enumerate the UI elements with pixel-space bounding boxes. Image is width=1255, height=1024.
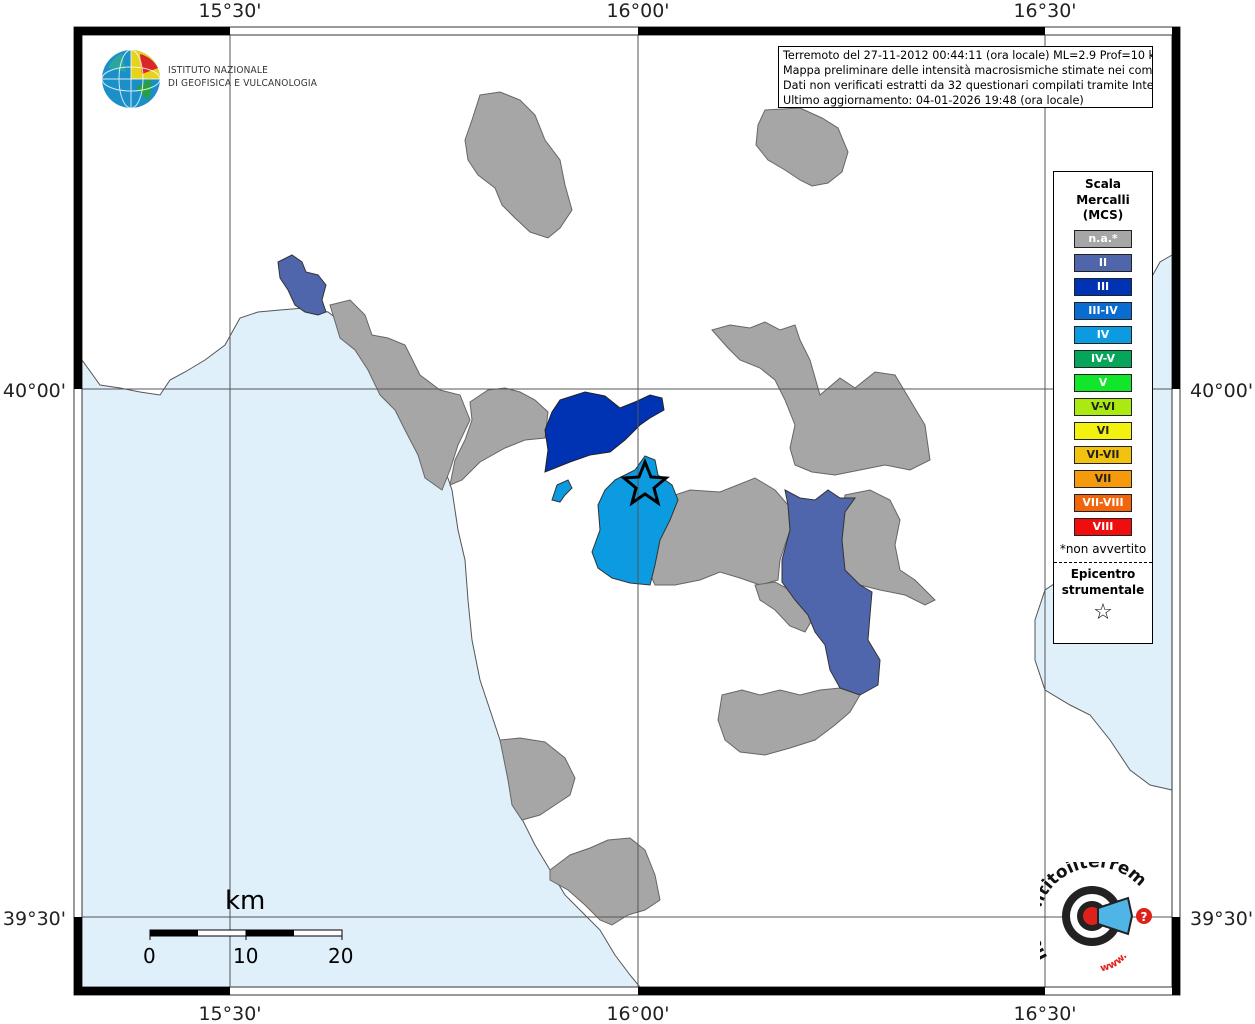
commune-na-coast-1 <box>329 299 471 491</box>
legend-item-iii: III <box>1074 277 1132 296</box>
ingv-logo-text: ISTITUTO NAZIONALE DI GEOFISICA E VULCAN… <box>168 64 317 90</box>
lat-label-right-2: 39°30' <box>1190 908 1253 930</box>
lon-label-bottom-1: 15°30' <box>198 1003 261 1024</box>
lat-label-left-2: 39°30' <box>3 908 66 930</box>
scale-bar-seg-3 <box>246 930 294 936</box>
commune-na-south <box>549 837 661 926</box>
lon-label-top-1: 15°30' <box>198 0 261 22</box>
commune-II-east <box>781 489 881 696</box>
watermark-site-textpath: haisentitoilterremoto.it <box>1040 862 1150 964</box>
legend-item-vii-viii: VII-VIII <box>1074 493 1132 512</box>
legend-title: Scala Mercalli (MCS) <box>1054 177 1152 224</box>
frame-tick-right-1 <box>1172 27 1180 389</box>
legend-item-vi-vii: VI-VII <box>1074 445 1132 464</box>
legend-item-n-a: n.a.* <box>1074 229 1132 248</box>
legend-separator <box>1054 561 1152 563</box>
frame-tick-right-2 <box>1172 917 1180 995</box>
watermark-question-mark: ? <box>1141 910 1148 924</box>
frame-tick-left-2 <box>74 917 82 995</box>
legend-title-line2: Mercalli <box>1076 192 1130 207</box>
lon-label-bottom-2: 16°00' <box>606 1003 669 1024</box>
commune-IV-main <box>591 455 679 586</box>
commune-II-northwest <box>277 254 327 316</box>
legend-epicenter-label: Epicentro strumentale <box>1054 566 1152 598</box>
commune-na-east-1 <box>711 321 931 476</box>
legend-item-vi: VI <box>1074 421 1132 440</box>
watermark-text-layer: haisentitoilterremoto.it www. <box>1040 862 1150 975</box>
frame-tick-bottom-2 <box>638 987 1045 995</box>
event-info-line4: Ultimo aggiornamento: 04-01-2026 19:48 (… <box>783 94 1084 107</box>
frame-tick-bottom-1 <box>74 987 230 995</box>
graticule <box>82 35 1172 987</box>
legend-title-line1: Scala <box>1084 177 1122 191</box>
legend-title-line3: (MCS) <box>1082 208 1124 222</box>
watermark-megaphone <box>1097 896 1134 936</box>
legend-epicenter-line1: Epicentro <box>1070 566 1136 581</box>
legend-item-vii: VII <box>1074 469 1132 488</box>
frame-ticks <box>74 27 1180 995</box>
map-frame-outer <box>73 26 1181 996</box>
scale-bar-label-20: 20 <box>328 944 354 968</box>
commune-intensity-III <box>544 391 665 473</box>
legend-item-iv-v: IV-V <box>1074 349 1132 368</box>
communes-intensity-II <box>277 254 881 696</box>
legend-item-viii: VIII <box>1074 517 1132 536</box>
scale-bar-label-0: 0 <box>143 944 156 968</box>
event-info-line2: Mappa preliminare delle intensità macros… <box>783 64 1153 77</box>
lon-label-top-2: 16°00' <box>606 0 669 22</box>
ingv-globe-icon <box>101 49 161 109</box>
watermark-logo: ? <box>1062 886 1152 946</box>
watermark-center <box>1083 907 1101 925</box>
commune-na-south-coast <box>499 737 576 821</box>
ingv-logo: ISTITUTO NAZIONALE DI GEOFISICA E VULCAN… <box>100 48 320 110</box>
frame-tick-left-1 <box>74 27 82 389</box>
event-info-line3: Dati non verificati estratti da 32 quest… <box>783 79 1153 92</box>
intensity-legend: Scala Mercalli (MCS) n.a.* II III III-IV IV I… <box>1053 171 1153 644</box>
scale-bar-label-10: 10 <box>233 944 259 968</box>
scale-bar <box>149 929 343 940</box>
legend-item-iv: IV <box>1074 325 1132 344</box>
communes-na <box>329 91 936 926</box>
legend-item-v: V <box>1074 373 1132 392</box>
commune-IV-small <box>551 479 573 503</box>
lon-label-bottom-3: 16°30' <box>1013 1003 1076 1024</box>
watermark-www-textpath: www. <box>1099 951 1129 975</box>
lat-label-left-1: 40°00' <box>3 380 66 402</box>
scale-bar-unit: km <box>225 886 266 916</box>
commune-na-coast-2 <box>449 387 549 486</box>
legend-epicenter-line2: strumentale <box>1061 582 1145 597</box>
scale-bar-seg-1 <box>150 930 198 936</box>
legend-note: *non avvertito <box>1059 541 1147 556</box>
lat-label-right-1: 40°00' <box>1190 380 1253 402</box>
lon-label-top-3: 16°30' <box>1013 0 1076 22</box>
frame-tick-top-2 <box>638 27 1045 35</box>
legend-items: n.a.* II III III-IV IV IV-V V V-VI VI VI-VII VII VI… <box>1054 229 1152 536</box>
legend-item-v-vi: V-VI <box>1074 397 1132 416</box>
frame-tick-top-1 <box>74 27 230 35</box>
communes-intensity-IV <box>551 455 679 586</box>
commune-na-north <box>464 91 573 239</box>
watermark-question-badge <box>1136 908 1152 924</box>
ingv-logo-line1: ISTITUTO NAZIONALE <box>168 65 268 76</box>
legend-star-icon: ☆ <box>1093 599 1113 625</box>
commune-na-south-east <box>717 687 861 756</box>
legend-item-ii: II <box>1074 253 1132 272</box>
ingv-logo-line2: DI GEOFISICA E VULCANOLOGIA <box>168 78 318 89</box>
watermark-site-text: haisentitoilterremoto.it <box>1040 862 1150 964</box>
map-frame <box>81 34 1173 988</box>
watermark-www-text: www. <box>1099 951 1129 975</box>
event-info-line1: Terremoto del 27-11-2012 00:44:11 (ora l… <box>783 49 1153 62</box>
event-info-box: Terremoto del 27-11-2012 00:44:11 (ora l… <box>778 46 1153 108</box>
legend-item-iii-iv: III-IV <box>1074 301 1132 320</box>
epicenter-star-marker <box>620 457 670 507</box>
commune-na-northeast <box>755 107 849 187</box>
